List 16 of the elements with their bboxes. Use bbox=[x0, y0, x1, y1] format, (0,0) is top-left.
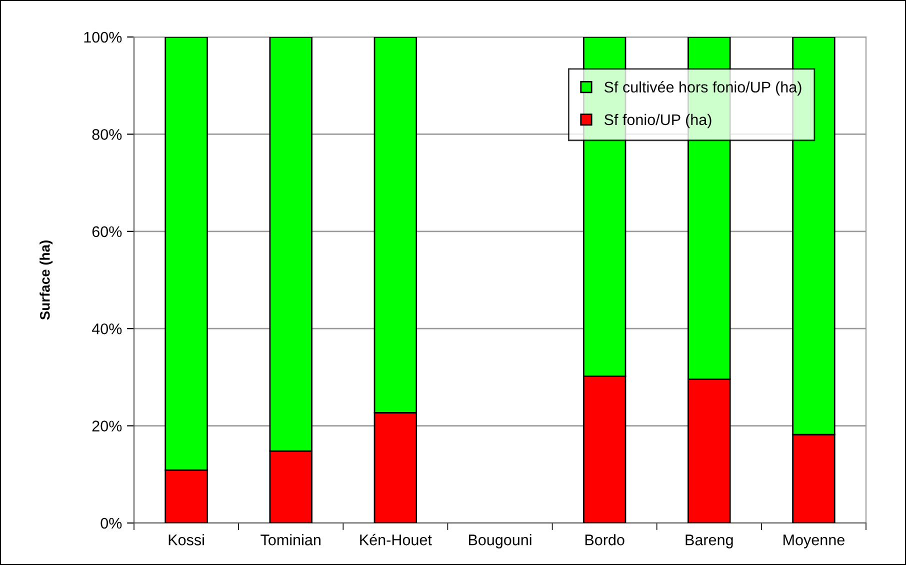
y-tick-label: 40% bbox=[92, 323, 122, 334]
y-tick-label: 60% bbox=[92, 226, 122, 238]
x-tick-label: Kén-Houet bbox=[360, 534, 432, 546]
legend-label: Sf fonio/UP (ha) bbox=[604, 114, 712, 128]
x-tick-label: Bordo bbox=[585, 534, 624, 546]
y-tick-label: 100% bbox=[84, 32, 122, 43]
y-tick-label: 0% bbox=[100, 518, 122, 529]
y-axis-title: Surface (ha) bbox=[40, 240, 53, 320]
y-tick-label: 80% bbox=[92, 129, 122, 140]
legend-label: Sf cultivée hors fonio/UP (ha) bbox=[604, 81, 802, 96]
y-tick-label: 20% bbox=[92, 420, 122, 432]
x-tick-label: Tominian bbox=[260, 534, 320, 546]
x-tick-label: Kossi bbox=[168, 534, 204, 546]
x-tick-label: Bougouni bbox=[468, 534, 532, 548]
x-tick-label: Moyenne bbox=[784, 534, 844, 548]
x-tick-label: Bareng bbox=[686, 534, 733, 548]
